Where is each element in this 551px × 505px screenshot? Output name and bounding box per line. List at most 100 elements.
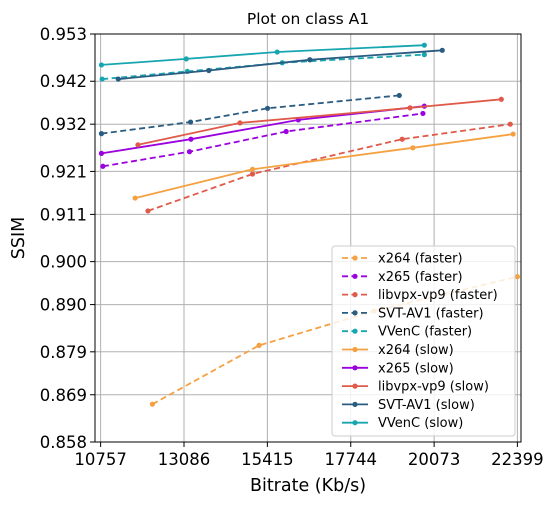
data-point (307, 57, 313, 63)
series-libvpx-vp9-faster (145, 121, 513, 214)
legend-label: x264 (slow) (378, 343, 454, 358)
x-axis-label: Bitrate (Kb/s) (250, 476, 366, 496)
y-tick-label: 0.869 (40, 386, 87, 405)
legend-label: VVenC (slow) (378, 416, 463, 431)
legend-label: x265 (faster) (378, 270, 463, 285)
data-point (498, 96, 504, 102)
legend-marker (352, 310, 358, 316)
data-point (183, 56, 189, 62)
data-point (98, 62, 105, 68)
series-line (118, 49, 443, 80)
data-point (132, 195, 138, 201)
data-point (249, 171, 256, 177)
legend-marker (352, 328, 358, 334)
y-tick-label: 0.911 (40, 205, 87, 224)
legend-item: x265 (faster) (342, 270, 463, 285)
data-point (421, 42, 427, 48)
data-point (399, 136, 405, 142)
series-libvpx-vp9-slow (135, 96, 504, 148)
data-point (186, 149, 193, 155)
data-point (135, 142, 141, 148)
series-line (102, 112, 424, 168)
data-point (115, 76, 121, 82)
legend-marker (352, 346, 358, 353)
series-line (101, 44, 425, 66)
legend-item: x265 (slow) (342, 361, 454, 376)
series-group (98, 42, 520, 407)
data-point (274, 49, 280, 55)
data-point (99, 76, 105, 82)
data-point (510, 131, 516, 137)
series-line (101, 105, 425, 155)
data-point (421, 52, 427, 58)
y-axis: 0.858 0.869 0.879 0.890 0.900 0.911 0.921 0.932… (40, 25, 95, 452)
legend-label: libvpx-vp9 (faster) (378, 288, 498, 303)
legend-item: VVenC (faster) (342, 325, 472, 340)
y-tick-label: 0.858 (40, 433, 87, 452)
data-point (507, 121, 513, 127)
data-point (188, 136, 194, 142)
legend-label: x265 (slow) (378, 361, 454, 376)
data-point (206, 67, 212, 74)
series-vvenc-faster (99, 52, 427, 82)
data-point (396, 92, 402, 99)
legend-item: x264 (slow) (342, 343, 454, 358)
legend-box (331, 245, 516, 437)
legend: x264 (faster) x265 (faster) libvpx-vp9 (fa… (331, 245, 516, 437)
series-vvenc-slow (98, 42, 427, 68)
legend-label: SVT-AV1 (slow) (378, 398, 475, 413)
data-point (283, 128, 289, 135)
data-point (237, 120, 243, 126)
y-tick-label: 0.900 (40, 253, 87, 272)
legend-item: SVT-AV1 (slow) (342, 398, 475, 413)
legend-label: libvpx-vp9 (slow) (378, 380, 489, 395)
legend-marker (352, 365, 358, 371)
data-point (439, 47, 445, 53)
x-tick-label: 22399 (491, 450, 544, 469)
legend-marker (352, 420, 358, 426)
series-line (101, 94, 400, 135)
grid (95, 33, 521, 443)
x-tick-label: 10757 (74, 450, 127, 469)
x-tick-label: 20073 (408, 450, 461, 469)
data-point (514, 274, 520, 280)
y-tick-label: 0.890 (40, 296, 87, 315)
y-tick-label: 0.879 (40, 343, 87, 362)
y-tick-label: 0.921 (40, 162, 87, 181)
data-point (187, 119, 194, 125)
data-point (264, 105, 271, 111)
legend-marker (352, 383, 358, 389)
y-axis-label: SSIM (9, 217, 29, 259)
x-tick-label: 17744 (324, 450, 377, 469)
series-line (147, 123, 511, 212)
legend-item: libvpx-vp9 (slow) (342, 380, 489, 395)
data-point (410, 145, 416, 151)
series-line (134, 133, 514, 199)
legend-item: SVT-AV1 (faster) (342, 306, 484, 321)
data-point (98, 131, 105, 137)
data-point (98, 150, 105, 156)
series-x264-slow (132, 131, 516, 201)
x-tick-label: 13086 (158, 450, 211, 469)
series-svt-av1-faster (98, 92, 402, 137)
data-point (407, 105, 413, 111)
legend-item: libvpx-vp9 (faster) (342, 288, 498, 303)
legend-label: VVenC (faster) (378, 325, 472, 340)
legend-item: VVenC (slow) (342, 416, 463, 431)
series-svt-av1-slow (115, 47, 445, 82)
chart-title: Plot on class A1 (247, 10, 369, 28)
series-x265-faster (100, 110, 426, 169)
x-axis: 10757 13086 15415 17744 20073 22399 (74, 442, 544, 469)
y-tick-label: 0.942 (40, 72, 87, 91)
legend-marker (352, 401, 358, 407)
legend-marker (352, 273, 358, 279)
series-line (137, 98, 502, 146)
legend-marker (352, 255, 358, 261)
data-point (149, 401, 155, 407)
legend-label: SVT-AV1 (faster) (378, 306, 484, 321)
legend-marker (352, 292, 358, 298)
data-point (249, 166, 256, 172)
x-tick-label: 15415 (241, 450, 294, 469)
legend-label: x264 (faster) (378, 252, 463, 267)
